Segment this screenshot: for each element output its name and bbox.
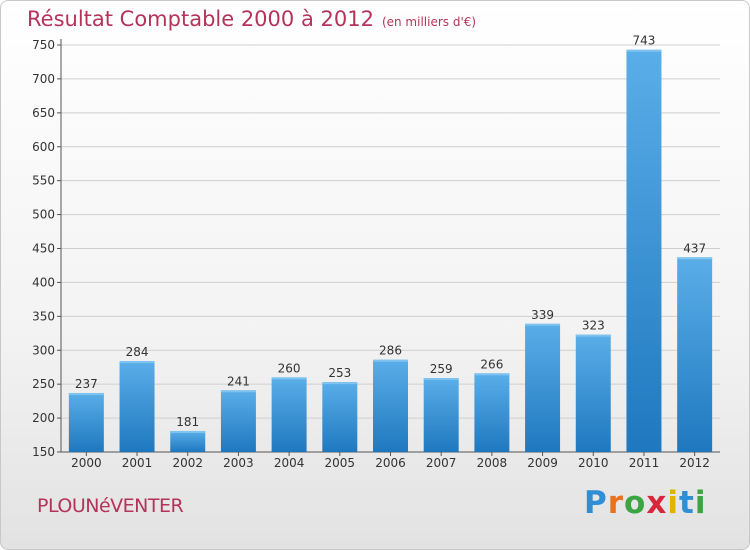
bar-top-2010	[575, 334, 611, 337]
bars	[68, 49, 713, 453]
y-tick-label: 650	[32, 106, 55, 120]
labels: 150 200 250 300 350 400 450 500 550 600 650 700 750 2…	[32, 34, 710, 470]
bar-2003	[220, 390, 256, 452]
bar-top-2009	[525, 323, 561, 326]
bar-2009	[525, 323, 561, 452]
bar-2011	[626, 49, 662, 453]
y-tick-label: 450	[32, 242, 55, 256]
x-tick-label-2005: 2005	[325, 456, 356, 470]
y-tick-label: 750	[32, 38, 55, 52]
bar-2000	[68, 392, 104, 452]
y-tick-label: 150	[32, 445, 55, 459]
y-tick-label: 250	[32, 377, 55, 391]
value-label-2010: 323	[582, 319, 605, 333]
bar-2007	[423, 378, 459, 452]
logo-letter: o	[624, 485, 647, 521]
y-tick-label: 500	[32, 208, 55, 222]
x-tick-label-2006: 2006	[375, 456, 406, 470]
x-tick-label-2012: 2012	[679, 456, 710, 470]
commune-name: PLOUNéVENTER	[37, 495, 184, 517]
y-tick-label: 700	[32, 72, 55, 86]
proxiti-logo: Proxiti	[584, 485, 706, 521]
logo-letter: t	[678, 485, 695, 521]
value-label-2005: 253	[328, 366, 351, 380]
chart-title: Résultat Comptable 2000 à 2012 (en millie…	[27, 7, 476, 31]
logo-letter: i	[694, 485, 707, 521]
bar-top-2002	[170, 430, 206, 433]
bar-top-2003	[220, 390, 256, 393]
value-label-2012: 437	[683, 241, 706, 255]
bar-2001	[119, 361, 155, 452]
bar-top-2007	[423, 378, 459, 381]
bar-top-2011	[626, 49, 662, 52]
bar-top-2006	[373, 359, 408, 362]
bar-top-2004	[271, 377, 307, 380]
x-tick-label-2011: 2011	[629, 456, 660, 470]
y-tick-label: 600	[32, 140, 55, 154]
bar-2006	[373, 359, 408, 452]
x-tick-label-2010: 2010	[578, 456, 609, 470]
x-tick-label-2002: 2002	[172, 456, 203, 470]
y-tick-label: 550	[32, 174, 55, 188]
logo-letter: r	[607, 485, 625, 521]
bar-2004	[271, 377, 307, 452]
bar-2002	[170, 430, 206, 452]
bar-2005	[322, 382, 358, 452]
chart-title-text: Résultat Comptable 2000 à 2012	[27, 7, 374, 31]
y-tick-label: 400	[32, 275, 55, 289]
logo-letter: i	[667, 485, 679, 521]
bar-2010	[575, 334, 611, 452]
x-tick-label-2009: 2009	[527, 456, 558, 470]
x-tick-label-2007: 2007	[426, 456, 457, 470]
chart-subtitle: (en milliers d'€)	[381, 15, 477, 29]
value-label-2008: 266	[480, 357, 503, 371]
value-label-2004: 260	[278, 361, 301, 375]
logo-letter: P	[584, 485, 608, 521]
logo-letter: x	[646, 485, 668, 521]
y-tick-label: 200	[32, 411, 55, 425]
x-tick-label-2001: 2001	[122, 456, 153, 470]
value-label-2002: 181	[176, 415, 199, 429]
x-tick-label-2004: 2004	[274, 456, 305, 470]
value-label-2011: 743	[633, 34, 656, 48]
bar-2008	[474, 373, 510, 452]
value-label-2003: 241	[227, 374, 250, 388]
bar-top-2005	[322, 382, 358, 385]
x-tick-label-2003: 2003	[223, 456, 254, 470]
bar-top-2001	[119, 361, 155, 364]
bar-top-2012	[677, 257, 713, 260]
value-label-2001: 284	[126, 345, 149, 359]
bar-top-2008	[474, 373, 510, 376]
x-tick-label-2000: 2000	[71, 456, 102, 470]
y-tick-label: 350	[32, 309, 55, 323]
value-label-2000: 237	[75, 377, 98, 391]
value-label-2007: 259	[430, 362, 453, 376]
y-tick-label: 300	[32, 343, 55, 357]
x-tick-label-2008: 2008	[477, 456, 508, 470]
value-label-2006: 286	[379, 344, 402, 358]
value-label-2009: 339	[531, 308, 554, 322]
bar-2012	[677, 257, 713, 452]
bar-top-2000	[68, 392, 104, 395]
